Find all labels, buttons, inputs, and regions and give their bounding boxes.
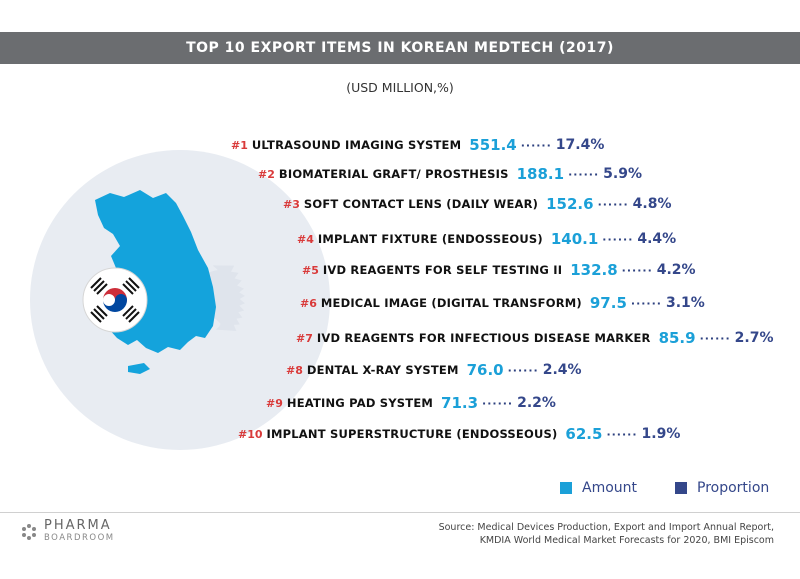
legend-item-proportion: Proportion xyxy=(675,480,769,496)
item-rank: #6 xyxy=(300,296,317,310)
item-rank: #7 xyxy=(296,331,313,345)
export-item-row: #1 ULTRASOUND IMAGING SYSTEM 551.4 ······ 17… xyxy=(231,134,604,156)
dotted-leader: ······ xyxy=(606,427,638,441)
legend-amount-label: Amount xyxy=(582,480,638,496)
legend: Amount Proportion xyxy=(560,480,800,496)
source-line-2: KMDIA World Medical Market Forecasts for… xyxy=(479,535,774,546)
item-amount: 71.3 xyxy=(441,394,479,412)
dotted-leader: ······ xyxy=(597,197,629,211)
item-name: BIOMATERIAL GRAFT/ PROSTHESIS xyxy=(278,167,509,181)
export-item-row: #7 IVD REAGENTS FOR INFECTIOUS DISEASE MA… xyxy=(296,327,773,349)
item-rank: #10 xyxy=(238,427,263,441)
export-item-row: #9 HEATING PAD SYSTEM 71.3 ······ 2.2% xyxy=(266,392,556,414)
source-note: Source: Medical Devices Production, Expo… xyxy=(439,521,774,547)
item-rank: #8 xyxy=(286,363,303,377)
logo-sub-text: BOARDROOM xyxy=(44,533,115,543)
item-amount: 152.6 xyxy=(546,195,594,213)
item-name: MEDICAL IMAGE (DIGITAL TRANSFORM) xyxy=(320,296,582,310)
item-amount: 188.1 xyxy=(516,165,565,183)
dotted-leader: ······ xyxy=(507,363,539,377)
korean-flag-icon xyxy=(82,267,148,333)
pharma-logo-icon xyxy=(22,524,36,540)
item-rank: #1 xyxy=(231,138,248,152)
item-amount: 132.8 xyxy=(570,261,618,279)
item-name: ULTRASOUND IMAGING SYSTEM xyxy=(251,138,462,152)
item-proportion: 17.4% xyxy=(555,137,605,153)
export-item-row: #3 SOFT CONTACT LENS (DAILY WEAR) 152.6 ···… xyxy=(283,193,671,215)
dotted-leader: ······ xyxy=(699,331,731,345)
export-item-row: #4 IMPLANT FIXTURE (ENDOSSEOUS) 140.1 ·····… xyxy=(297,228,676,250)
item-amount: 140.1 xyxy=(550,230,599,248)
export-item-row: #2 BIOMATERIAL GRAFT/ PROSTHESIS 188.1 ····… xyxy=(258,163,642,185)
item-rank: #4 xyxy=(297,232,314,246)
dotted-leader: ······ xyxy=(630,296,662,310)
item-proportion: 4.2% xyxy=(656,262,696,278)
proportion-swatch-icon xyxy=(675,482,688,494)
legend-proportion-label: Proportion xyxy=(697,480,770,496)
footer-divider xyxy=(0,512,800,513)
item-rank: #3 xyxy=(283,197,300,211)
item-name: HEATING PAD SYSTEM xyxy=(286,396,434,410)
item-amount: 62.5 xyxy=(565,425,603,443)
item-amount: 85.9 xyxy=(658,329,696,347)
item-amount: 76.0 xyxy=(466,361,504,379)
item-proportion: 2.7% xyxy=(734,330,774,346)
export-item-row: #8 DENTAL X-RAY SYSTEM 76.0 ······ 2.4% xyxy=(286,359,582,381)
dotted-leader: ······ xyxy=(621,263,653,277)
jeju-island xyxy=(128,363,150,374)
item-name: DENTAL X-RAY SYSTEM xyxy=(306,363,459,377)
item-proportion: 4.4% xyxy=(637,231,677,247)
pharma-boardroom-logo: PHARMA BOARDROOM xyxy=(20,518,115,544)
item-name: IMPLANT FIXTURE (ENDOSSEOUS) xyxy=(317,232,543,246)
item-rank: #9 xyxy=(266,396,283,410)
export-item-row: #5 IVD REAGENTS FOR SELF TESTING II 132.8 ·… xyxy=(302,259,696,281)
chart-title: TOP 10 EXPORT ITEMS IN KOREAN MEDTECH (2… xyxy=(0,32,800,64)
item-proportion: 1.9% xyxy=(641,426,681,442)
amount-swatch-icon xyxy=(560,482,572,494)
dotted-leader: ······ xyxy=(602,232,634,246)
logo-main-text: PHARMA xyxy=(44,518,112,533)
dotted-leader: ······ xyxy=(482,396,514,410)
item-name: IVD REAGENTS FOR SELF TESTING II xyxy=(322,263,563,277)
item-name: IMPLANT SUPERSTRUCTURE (ENDOSSEOUS) xyxy=(266,427,558,441)
item-rank: #5 xyxy=(302,263,319,277)
item-amount: 97.5 xyxy=(589,294,627,312)
legend-item-amount: Amount xyxy=(560,480,637,496)
item-name: SOFT CONTACT LENS (DAILY WEAR) xyxy=(303,197,539,211)
item-name: IVD REAGENTS FOR INFECTIOUS DISEASE MARK… xyxy=(316,331,651,345)
chart-subtitle: (USD MILLION,%) xyxy=(346,80,454,95)
export-item-row: #6 MEDICAL IMAGE (DIGITAL TRANSFORM) 97.5 ·… xyxy=(300,292,705,314)
item-proportion: 5.9% xyxy=(603,166,642,182)
dotted-leader: ······ xyxy=(520,138,552,152)
item-rank: #2 xyxy=(258,167,275,181)
item-proportion: 4.8% xyxy=(632,196,672,212)
source-line-1: Source: Medical Devices Production, Expo… xyxy=(438,522,774,533)
item-proportion: 2.2% xyxy=(517,395,556,411)
item-amount: 551.4 xyxy=(469,136,517,154)
item-proportion: 2.4% xyxy=(542,362,582,378)
export-item-row: #10 IMPLANT SUPERSTRUCTURE (ENDOSSEOUS) 62… xyxy=(238,423,680,445)
item-proportion: 3.1% xyxy=(665,295,705,311)
dotted-leader: ······ xyxy=(568,167,600,181)
